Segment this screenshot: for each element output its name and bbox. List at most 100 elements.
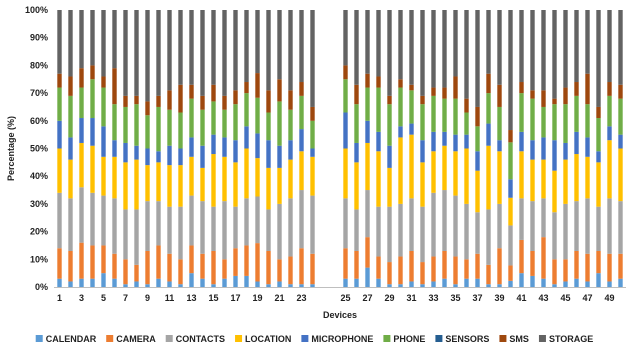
bar-segment <box>519 93 524 132</box>
x-axis-title: Devices <box>323 310 357 320</box>
bar-segment <box>68 137 73 160</box>
bar-stack <box>68 10 73 287</box>
bar-segment <box>123 95 128 107</box>
bar-segment <box>123 259 128 285</box>
bar-segment <box>68 281 73 287</box>
bar-segment <box>409 84 414 91</box>
bar-segment <box>563 142 568 160</box>
bar-segment <box>211 84 216 102</box>
bar-segment <box>387 10 392 96</box>
bar-segment <box>167 281 172 287</box>
bar-segment <box>255 133 260 159</box>
bar-segment <box>618 10 623 85</box>
bar-segment <box>508 280 513 287</box>
bar-segment <box>607 95 612 127</box>
bar-segment <box>299 248 304 285</box>
bar-stack <box>442 10 447 287</box>
bar-segment <box>486 284 491 287</box>
x-tick-label: 3 <box>79 293 84 303</box>
legend-item: PHONE <box>383 334 425 344</box>
bar-segment <box>189 195 194 246</box>
bar-segment <box>398 126 403 138</box>
bar-segment <box>145 201 150 251</box>
bar-segment <box>387 262 392 285</box>
bar-stack <box>200 10 205 287</box>
bar-segment <box>134 104 139 146</box>
y-tick-label: 50% <box>30 144 48 154</box>
legend-swatch <box>383 335 391 342</box>
bar-segment <box>387 95 392 105</box>
bar-stack <box>552 10 557 287</box>
bar-segment <box>453 98 458 135</box>
bar-segment <box>178 206 183 260</box>
bar-segment <box>90 79 95 119</box>
bar-segment <box>90 10 95 66</box>
bar-segment <box>222 109 227 138</box>
bar-segment <box>200 201 205 254</box>
bar-segment <box>354 278 359 287</box>
bar-segment <box>431 281 436 287</box>
bar-segment <box>519 273 524 287</box>
x-tick-label: 27 <box>362 293 372 303</box>
bar-segment <box>178 165 183 207</box>
x-tick-label: 13 <box>186 293 196 303</box>
bar-stack <box>618 10 623 287</box>
bar-stack <box>486 10 491 287</box>
legend-label: CONTACTS <box>176 334 225 344</box>
bar-segment <box>464 10 469 99</box>
y-tick-label: 30% <box>30 199 48 209</box>
bar-segment <box>288 284 293 287</box>
bar-segment <box>68 250 73 282</box>
bar-segment <box>123 284 128 287</box>
bar-segment <box>200 95 205 110</box>
bar-stack <box>222 10 227 287</box>
bar-segment <box>277 167 282 204</box>
bar-segment <box>277 10 282 80</box>
bar-segment <box>530 159 535 202</box>
bar-segment <box>244 198 249 246</box>
bar-segment <box>211 284 216 287</box>
bar-segment <box>101 87 106 127</box>
bar-segment <box>244 126 249 149</box>
bar-segment <box>497 106 502 141</box>
bar-segment <box>310 156 315 196</box>
bar-segment <box>244 93 249 127</box>
bar-segment <box>145 165 150 202</box>
bar-segment <box>310 284 315 287</box>
y-axis-title: Percentage (%) <box>6 116 16 181</box>
x-tick-label: 43 <box>538 293 548 303</box>
bar-stack <box>310 10 315 287</box>
bar-stack <box>101 10 106 287</box>
bar-segment <box>222 259 227 279</box>
y-tick-label: 0% <box>35 282 48 292</box>
bar-segment <box>101 245 106 274</box>
bar-segment <box>541 237 546 279</box>
bar-segment <box>497 140 502 152</box>
bar-segment <box>288 140 293 160</box>
bar-segment <box>178 10 183 85</box>
bar-segment <box>607 10 612 83</box>
bar-segment <box>233 162 238 207</box>
bar-segment <box>596 206 601 251</box>
bar-segment <box>519 10 524 83</box>
bar-segment <box>618 98 623 135</box>
bar-segment <box>145 284 150 287</box>
bar-segment <box>233 140 238 163</box>
bar-segment <box>156 162 161 202</box>
bar-segment <box>343 112 348 149</box>
bar-segment <box>255 73 260 98</box>
bar-segment <box>563 10 568 88</box>
bar-segment <box>222 156 227 202</box>
legend-item: SENSORS <box>435 334 489 344</box>
bar-segment <box>409 134 414 199</box>
bar-segment <box>200 253 205 279</box>
bar-stack <box>189 10 194 287</box>
bar-segment <box>343 65 348 80</box>
bar-stack <box>266 10 271 287</box>
bar-segment <box>277 259 282 282</box>
x-tick-label: 25 <box>340 293 350 303</box>
bar-segment <box>365 120 370 143</box>
legend-swatch <box>499 335 507 342</box>
bar-segment <box>420 104 425 141</box>
bar-segment <box>211 101 216 135</box>
